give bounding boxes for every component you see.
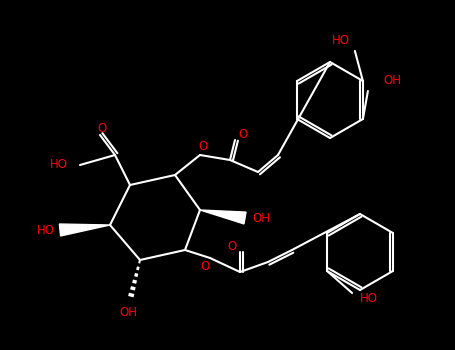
Text: OH: OH xyxy=(383,75,401,88)
Text: OH: OH xyxy=(252,211,270,224)
Text: HO: HO xyxy=(332,35,350,48)
Text: O: O xyxy=(228,240,237,253)
Text: O: O xyxy=(97,122,106,135)
Text: O: O xyxy=(238,128,248,141)
Text: O: O xyxy=(198,140,207,154)
Polygon shape xyxy=(60,224,110,236)
Text: HO: HO xyxy=(360,292,378,304)
Text: OH: OH xyxy=(119,306,137,318)
Text: HO: HO xyxy=(37,224,55,237)
Text: O: O xyxy=(200,259,210,273)
Polygon shape xyxy=(200,210,246,224)
Text: HO: HO xyxy=(50,159,68,172)
